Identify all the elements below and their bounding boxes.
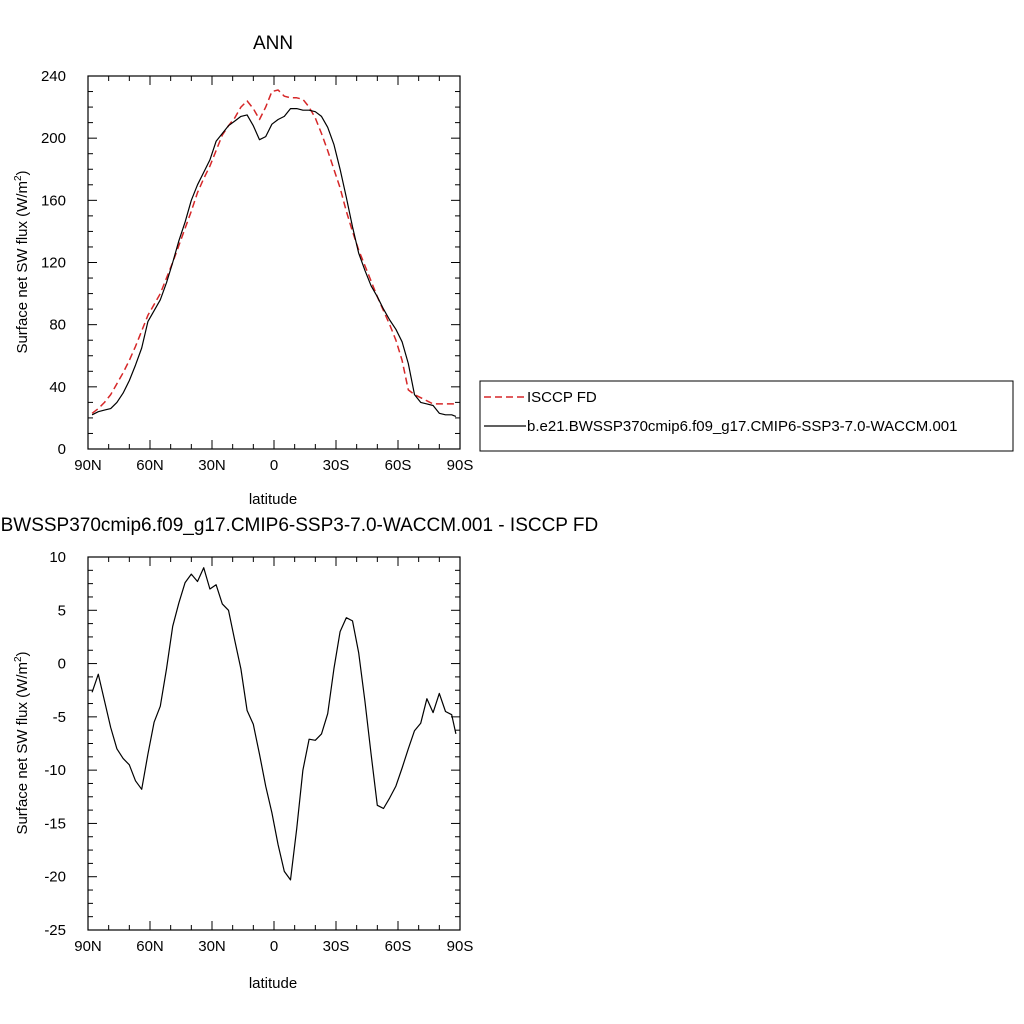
bottom-y-tick-label: 0 — [58, 656, 66, 673]
top-y-tick-label: 240 — [41, 68, 66, 85]
bottom-x-tick-label: 90S — [447, 938, 474, 955]
top-panel: ANN 90N 60N 30N 0 30S 60S 90S 0 40 80 120 160 200 240… — [13, 33, 473, 508]
bottom-x-tick-label: 90N — [74, 938, 102, 955]
bottom-x-tick-label: 0 — [270, 938, 278, 955]
top-y-axis-label-main: Surface net SW flux (W/m — [14, 181, 31, 354]
top-x-axis-label: latitude — [249, 491, 297, 508]
bottom-panel: b.e21.BWSSP370cmip6.f09_g17.CMIP6-SSP3-7… — [0, 515, 598, 992]
top-series-layer — [91, 89, 457, 417]
bottom-x-tick-label: 30S — [323, 938, 350, 955]
top-y-tick-label: 0 — [58, 441, 66, 458]
bottom-x-axis-label: latitude — [249, 975, 297, 992]
top-series-line-1 — [91, 107, 457, 417]
top-y-tick-label: 120 — [41, 255, 66, 272]
top-y-tick-label: 160 — [41, 192, 66, 209]
top-x-tick-label: 30N — [198, 457, 226, 474]
bottom-y-axis-label-main: Surface net SW flux (W/m — [14, 662, 31, 835]
legend: ISCCP FD b.e21.BWSSP370cmip6.f09_g17.CMI… — [479, 380, 1014, 452]
top-x-tick-label: 30S — [323, 457, 350, 474]
legend-label-isccp: ISCCP FD — [527, 389, 597, 406]
top-ticks-layer: 90N 60N 30N 0 30S 60S 90S 0 40 80 120 160 200 240 — [41, 68, 473, 474]
top-x-tick-label: 60S — [385, 457, 412, 474]
bottom-ticks-layer: 90N 60N 30N 0 30S 60S 90S -25 -20 -15 -10 -5 0 5 10 — [44, 549, 473, 955]
bottom-y-axis-label: Surface net SW flux (W/m2) — [13, 651, 31, 834]
bottom-y-tick-label: -20 — [44, 869, 66, 886]
bottom-series-layer — [91, 567, 457, 881]
bottom-y-tick-label: 10 — [49, 549, 66, 566]
bottom-y-axis-label-end: ) — [14, 651, 31, 656]
bottom-x-tick-label: 30N — [198, 938, 226, 955]
top-y-tick-label: 80 — [49, 317, 66, 334]
top-plot-frame — [87, 75, 461, 450]
bottom-series-line-0 — [91, 567, 457, 881]
bottom-chart-title: b.e21.BWSSP370cmip6.f09_g17.CMIP6-SSP3-7… — [0, 515, 598, 536]
top-y-axis-label-sup: 2 — [13, 175, 24, 181]
legend-label-model: b.e21.BWSSP370cmip6.f09_g17.CMIP6-SSP3-7… — [527, 418, 957, 435]
bottom-x-tick-label: 60S — [385, 938, 412, 955]
bottom-y-tick-label: -15 — [44, 815, 66, 832]
top-y-axis-label-end: ) — [14, 170, 31, 175]
top-x-tick-label: 60N — [136, 457, 164, 474]
bottom-y-tick-label: -10 — [44, 762, 66, 779]
bottom-y-tick-label: -25 — [44, 922, 66, 939]
legend-box — [479, 380, 1014, 452]
top-chart-title: ANN — [253, 33, 293, 54]
top-series-line-0 — [91, 89, 456, 414]
top-x-tick-label: 90N — [74, 457, 102, 474]
bottom-y-tick-label: 5 — [58, 602, 66, 619]
bottom-y-tick-label: -5 — [53, 709, 66, 726]
top-y-axis-label: Surface net SW flux (W/m2) — [13, 170, 31, 353]
top-y-tick-label: 200 — [41, 130, 66, 147]
top-x-tick-label: 90S — [447, 457, 474, 474]
bottom-plot-frame — [87, 556, 461, 931]
top-y-tick-label: 40 — [49, 379, 66, 396]
top-x-tick-label: 0 — [270, 457, 278, 474]
bottom-y-axis-label-sup: 2 — [13, 656, 24, 662]
bottom-x-tick-label: 60N — [136, 938, 164, 955]
